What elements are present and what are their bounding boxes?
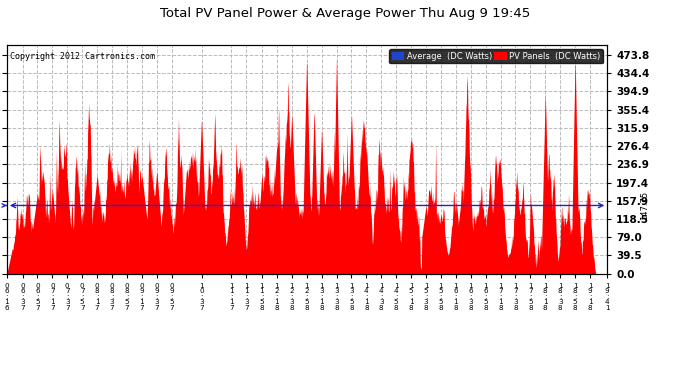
- Text: 147.75: 147.75: [640, 191, 649, 220]
- Text: Copyright 2012 Cartronics.com: Copyright 2012 Cartronics.com: [10, 52, 155, 61]
- Text: Total PV Panel Power & Average Power Thu Aug 9 19:45: Total PV Panel Power & Average Power Thu…: [160, 8, 530, 21]
- Legend: Average  (DC Watts), PV Panels  (DC Watts): Average (DC Watts), PV Panels (DC Watts): [389, 49, 603, 63]
